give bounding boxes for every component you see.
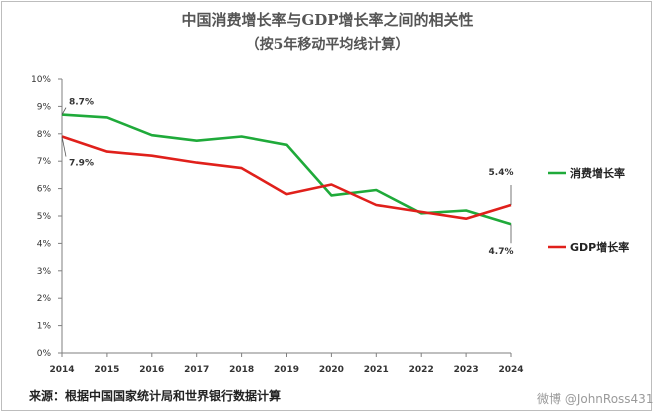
legend-label: GDP增长率	[570, 240, 629, 254]
series-line-gdp	[61, 135, 512, 220]
annotation-label: 8.7%	[69, 98, 94, 108]
y-tick-label: 10%	[31, 75, 51, 85]
annotation-label: 4.7%	[489, 247, 514, 257]
x-tick-label: 2014	[49, 365, 74, 375]
chart-subtitle: （按5年移动平均线计算）	[245, 37, 410, 53]
y-tick-label: 2%	[37, 294, 52, 304]
x-tick-label: 2018	[229, 365, 254, 375]
legend-label: 消费增长率	[570, 166, 625, 180]
source-note: 来源：根据中国国家统计局和世界银行数据计算	[29, 389, 282, 403]
x-tick-label: 2023	[454, 365, 479, 375]
annotation-leader	[61, 136, 67, 157]
x-tick-label: 2021	[364, 365, 389, 375]
x-tick-label: 2020	[319, 365, 344, 375]
x-tick-label: 2024	[498, 365, 523, 375]
y-tick-label: 1%	[37, 322, 52, 332]
y-tick-label: 5%	[37, 212, 52, 222]
x-tick-label: 2015	[94, 365, 119, 375]
annotation-label: 5.4%	[489, 168, 514, 178]
x-tick-label: 2019	[274, 365, 299, 375]
y-tick-label: 6%	[37, 185, 52, 195]
x-tick-label: 2017	[184, 365, 209, 375]
x-tick-label: 2016	[139, 365, 164, 375]
annotation-label: 7.9%	[69, 159, 94, 169]
y-tick-label: 3%	[37, 267, 52, 277]
watermark: 微博 @JohnRoss431	[537, 392, 654, 406]
y-tick-label: 7%	[37, 157, 52, 167]
y-tick-label: 9%	[37, 102, 52, 112]
chart-title: 中国消费增长率与GDP增长率之间的相关性	[181, 11, 474, 29]
series-line-consumption	[61, 113, 512, 226]
y-tick-label: 8%	[37, 130, 52, 140]
y-tick-label: 0%	[37, 349, 52, 359]
annotation-leader	[61, 107, 67, 115]
x-tick-label: 2022	[409, 365, 434, 375]
y-tick-label: 4%	[37, 239, 52, 249]
